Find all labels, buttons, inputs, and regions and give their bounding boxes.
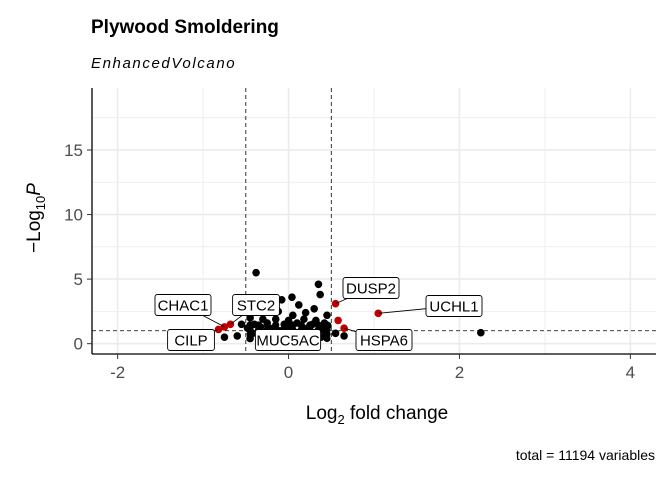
x-axis-title: Log2 fold change <box>306 403 448 427</box>
label-box <box>254 329 322 351</box>
label-box <box>232 294 280 316</box>
data-point-ns <box>246 321 254 329</box>
data-point-ns <box>300 315 308 323</box>
x-tick-label: -2 <box>110 363 125 382</box>
data-point-ns <box>297 321 305 329</box>
label-box <box>355 329 413 351</box>
data-point-ns <box>295 301 303 309</box>
data-point-ns <box>477 328 485 337</box>
label-box <box>425 295 483 317</box>
x-axis-title-sub: 2 <box>337 412 344 427</box>
data-point-ns <box>288 293 296 301</box>
data-point-ns <box>306 321 314 329</box>
gene-label-muc5ac: MUC5AC <box>256 333 320 350</box>
y-tick-label: 5 <box>74 270 83 289</box>
data-point-ns <box>289 311 297 320</box>
gene-label-dusp2: DUSP2 <box>346 281 396 298</box>
data-point-ns <box>331 329 340 338</box>
data-point-ns <box>233 332 242 340</box>
data-point-ns <box>220 333 229 342</box>
y-tick-label: 0 <box>74 335 83 354</box>
chart-subtitle: EnhancedVolcano <box>91 55 236 72</box>
y-axis-title-pre: −Log <box>24 210 45 253</box>
data-point-ns <box>237 320 246 329</box>
data-point-ns <box>289 321 297 329</box>
data-point-ns <box>252 268 260 277</box>
label-box <box>167 329 215 351</box>
data-point-ns <box>316 290 324 299</box>
gene-label-hspa6: HSPA6 <box>360 333 408 350</box>
data-point-ns <box>272 321 280 329</box>
y-axis-title-var: P <box>24 183 45 196</box>
label-box <box>154 294 212 316</box>
data-point-ns <box>255 321 263 329</box>
data-point-ns <box>323 311 331 320</box>
gene-label-stc2: STC2 <box>237 298 275 315</box>
data-point-ns <box>301 308 310 317</box>
data-point-ns <box>271 315 280 323</box>
data-point-ns <box>314 321 323 329</box>
y-tick-label: 15 <box>64 141 83 160</box>
y-tick-label: 10 <box>64 206 83 225</box>
x-tick-label: 0 <box>284 363 293 382</box>
data-point-sig <box>334 316 342 325</box>
x-tick-label: 4 <box>626 363 635 382</box>
y-axis-title: −Log10P <box>24 183 48 253</box>
axes: -2 0 2 4 0 5 10 15 <box>64 88 656 382</box>
data-point-ns <box>310 305 318 313</box>
data-point-ns <box>323 321 331 329</box>
gene-label-chac1: CHAC1 <box>158 298 209 315</box>
label-box <box>342 277 400 299</box>
data-point-ns <box>314 280 323 289</box>
data-point-ns <box>280 321 288 329</box>
x-axis-title-tail: fold change <box>345 403 449 424</box>
x-tick-label: 2 <box>455 363 464 382</box>
y-axis-title-sub: 10 <box>33 196 48 210</box>
x-axis-title-main: Log <box>306 403 338 424</box>
gene-labels: CHAC1 STC2 CILP MUC5AC DUSP2 UCHL1 HSPA6 <box>154 277 483 351</box>
data-point-ns <box>263 321 271 329</box>
chart-caption: total = 11194 variables <box>516 447 655 463</box>
data-point-ns <box>340 332 348 340</box>
chart-title: Plywood Smoldering <box>91 17 279 38</box>
gene-label-uchl1: UCHL1 <box>429 299 478 316</box>
gene-label-cilp: CILP <box>174 333 207 350</box>
